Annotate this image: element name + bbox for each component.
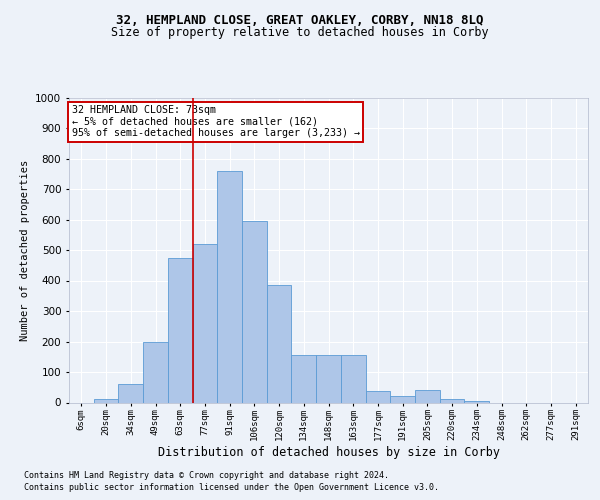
Bar	[143, 342, 168, 402]
Bar	[217, 170, 242, 402]
Bar	[267, 285, 292, 403]
Bar	[415, 390, 440, 402]
X-axis label: Distribution of detached houses by size in Corby: Distribution of detached houses by size …	[157, 446, 499, 459]
Text: Contains HM Land Registry data © Crown copyright and database right 2024.: Contains HM Land Registry data © Crown c…	[24, 471, 389, 480]
Bar	[390, 396, 415, 402]
Text: 32 HEMPLAND CLOSE: 73sqm
← 5% of detached houses are smaller (162)
95% of semi-d: 32 HEMPLAND CLOSE: 73sqm ← 5% of detache…	[71, 105, 359, 138]
Bar	[292, 355, 316, 403]
Text: Size of property relative to detached houses in Corby: Size of property relative to detached ho…	[111, 26, 489, 39]
Bar	[193, 244, 217, 402]
Bar	[94, 400, 118, 402]
Bar	[365, 391, 390, 402]
Bar	[242, 221, 267, 402]
Bar	[341, 355, 365, 403]
Bar	[316, 355, 341, 403]
Y-axis label: Number of detached properties: Number of detached properties	[20, 160, 29, 340]
Bar	[118, 384, 143, 402]
Bar	[168, 258, 193, 402]
Text: Contains public sector information licensed under the Open Government Licence v3: Contains public sector information licen…	[24, 483, 439, 492]
Text: 32, HEMPLAND CLOSE, GREAT OAKLEY, CORBY, NN18 8LQ: 32, HEMPLAND CLOSE, GREAT OAKLEY, CORBY,…	[116, 14, 484, 27]
Bar	[440, 400, 464, 402]
Bar	[464, 401, 489, 402]
